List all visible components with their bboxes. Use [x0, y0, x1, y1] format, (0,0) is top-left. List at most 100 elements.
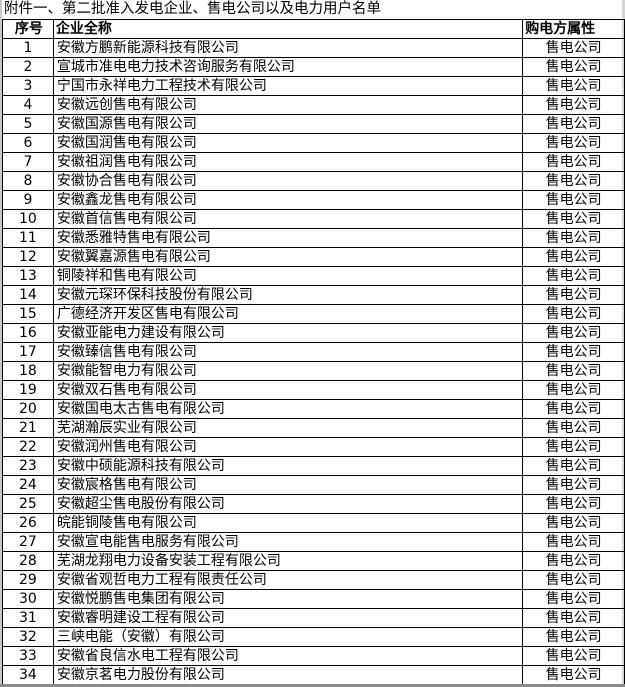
- buyer-attribute[interactable]: 售电公司: [522, 494, 625, 514]
- row-index[interactable]: 17: [2, 342, 54, 362]
- company-name[interactable]: 安徽臻信售电有限公司: [52, 342, 524, 362]
- company-name[interactable]: 安徽润州售电有限公司: [52, 437, 524, 457]
- buyer-attribute[interactable]: 售电公司: [522, 95, 625, 115]
- company-name[interactable]: 安徽方鹏新能源科技有限公司: [52, 38, 524, 58]
- company-name[interactable]: 安徽省良信水电工程有限公司: [52, 646, 524, 666]
- company-name[interactable]: 铜陵祥和售电有限公司: [52, 266, 524, 286]
- row-index[interactable]: 19: [2, 380, 54, 400]
- company-name[interactable]: 安徽鑫龙售电有限公司: [52, 190, 524, 210]
- buyer-attribute[interactable]: 售电公司: [522, 361, 625, 381]
- buyer-attribute[interactable]: 售电公司: [522, 513, 625, 533]
- buyer-attribute[interactable]: 售电公司: [522, 418, 625, 438]
- buyer-attribute[interactable]: 售电公司: [522, 589, 625, 609]
- buyer-attribute[interactable]: 售电公司: [522, 627, 625, 647]
- row-index[interactable]: 6: [2, 133, 54, 153]
- row-index[interactable]: 18: [2, 361, 54, 381]
- company-name[interactable]: 安徽祖润售电有限公司: [52, 152, 524, 172]
- row-index[interactable]: 20: [2, 399, 54, 419]
- company-name[interactable]: 安徽国源售电有限公司: [52, 114, 524, 134]
- row-index[interactable]: 21: [2, 418, 54, 438]
- buyer-attribute[interactable]: 售电公司: [522, 152, 625, 172]
- company-name[interactable]: 安徽翼嘉源售电有限公司: [52, 247, 524, 267]
- buyer-attribute[interactable]: 售电公司: [522, 266, 625, 286]
- buyer-attribute[interactable]: 售电公司: [522, 76, 625, 96]
- buyer-attribute[interactable]: 售电公司: [522, 38, 625, 58]
- buyer-attribute[interactable]: 售电公司: [522, 608, 625, 628]
- row-index[interactable]: 27: [2, 532, 54, 552]
- buyer-attribute[interactable]: 售电公司: [522, 190, 625, 210]
- buyer-attribute[interactable]: 售电公司: [522, 475, 625, 495]
- buyer-attribute[interactable]: 售电公司: [522, 532, 625, 552]
- buyer-attribute[interactable]: 售电公司: [522, 209, 625, 229]
- company-name[interactable]: 安徽超尘售电股份有限公司: [52, 494, 524, 514]
- company-name[interactable]: 芜湖龙翔电力设备安装工程有限公司: [52, 551, 524, 571]
- company-name[interactable]: 三峡电能（安徽）有限公司: [52, 627, 524, 647]
- row-index[interactable]: 3: [2, 76, 54, 96]
- company-name[interactable]: 宣城市准电电力技术咨询服务有限公司: [52, 57, 524, 77]
- company-name[interactable]: 安徽京茗电力股份有限公司: [52, 665, 524, 685]
- row-index[interactable]: 31: [2, 608, 54, 628]
- company-name[interactable]: 皖能铜陵售电有限公司: [52, 513, 524, 533]
- row-index[interactable]: 30: [2, 589, 54, 609]
- buyer-attribute[interactable]: 售电公司: [522, 380, 625, 400]
- row-index[interactable]: 28: [2, 551, 54, 571]
- company-name[interactable]: 芜湖瀚辰实业有限公司: [52, 418, 524, 438]
- company-name[interactable]: 安徽宸格售电有限公司: [52, 475, 524, 495]
- row-index[interactable]: 29: [2, 570, 54, 590]
- buyer-attribute[interactable]: 售电公司: [522, 456, 625, 476]
- company-name[interactable]: 安徽宣电能售电服务有限公司: [52, 532, 524, 552]
- row-index[interactable]: 4: [2, 95, 54, 115]
- buyer-attribute[interactable]: 售电公司: [522, 570, 625, 590]
- buyer-attribute[interactable]: 售电公司: [522, 665, 625, 685]
- row-index[interactable]: 15: [2, 304, 54, 324]
- company-name[interactable]: 安徽元琛环保科技股份有限公司: [52, 285, 524, 305]
- row-index[interactable]: 9: [2, 190, 54, 210]
- company-name[interactable]: 安徽中硕能源科技有限公司: [52, 456, 524, 476]
- row-index[interactable]: 13: [2, 266, 54, 286]
- company-name[interactable]: 安徽协合售电有限公司: [52, 171, 524, 191]
- row-index[interactable]: 33: [2, 646, 54, 666]
- company-name[interactable]: 安徽首信售电有限公司: [52, 209, 524, 229]
- company-name[interactable]: 安徽远创售电有限公司: [52, 95, 524, 115]
- row-index[interactable]: 22: [2, 437, 54, 457]
- row-index[interactable]: 11: [2, 228, 54, 248]
- row-index[interactable]: 10: [2, 209, 54, 229]
- buyer-attribute[interactable]: 售电公司: [522, 114, 625, 134]
- row-index[interactable]: 2: [2, 57, 54, 77]
- buyer-attribute[interactable]: 售电公司: [522, 171, 625, 191]
- row-index[interactable]: 12: [2, 247, 54, 267]
- row-index[interactable]: 8: [2, 171, 54, 191]
- row-index[interactable]: 14: [2, 285, 54, 305]
- company-name[interactable]: 安徽睿明建设工程有限公司: [52, 608, 524, 628]
- buyer-attribute[interactable]: 售电公司: [522, 399, 625, 419]
- buyer-attribute[interactable]: 售电公司: [522, 247, 625, 267]
- company-name[interactable]: 安徽悦鹏售电集团有限公司: [52, 589, 524, 609]
- buyer-attribute[interactable]: 售电公司: [522, 323, 625, 343]
- row-index[interactable]: 25: [2, 494, 54, 514]
- company-name[interactable]: 宁国市永祥电力工程技术有限公司: [52, 76, 524, 96]
- row-index[interactable]: 26: [2, 513, 54, 533]
- row-index[interactable]: 1: [2, 38, 54, 58]
- buyer-attribute[interactable]: 售电公司: [522, 57, 625, 77]
- row-index[interactable]: 7: [2, 152, 54, 172]
- row-index[interactable]: 5: [2, 114, 54, 134]
- company-name[interactable]: 安徽亚能电力建设有限公司: [52, 323, 524, 343]
- company-name[interactable]: 安徽能智电力有限公司: [52, 361, 524, 381]
- company-name[interactable]: 安徽国润售电有限公司: [52, 133, 524, 153]
- buyer-attribute[interactable]: 售电公司: [522, 551, 625, 571]
- company-name[interactable]: 安徽双石售电有限公司: [52, 380, 524, 400]
- row-index[interactable]: 34: [2, 665, 54, 685]
- company-name[interactable]: 安徽国电太古售电有限公司: [52, 399, 524, 419]
- row-index[interactable]: 24: [2, 475, 54, 495]
- row-index[interactable]: 16: [2, 323, 54, 343]
- buyer-attribute[interactable]: 售电公司: [522, 646, 625, 666]
- company-name[interactable]: 广德经济开发区售电有限公司: [52, 304, 524, 324]
- company-name[interactable]: 安徽悉雅特售电有限公司: [52, 228, 524, 248]
- buyer-attribute[interactable]: 售电公司: [522, 304, 625, 324]
- buyer-attribute[interactable]: 售电公司: [522, 228, 625, 248]
- buyer-attribute[interactable]: 售电公司: [522, 342, 625, 362]
- row-index[interactable]: 32: [2, 627, 54, 647]
- buyer-attribute[interactable]: 售电公司: [522, 437, 625, 457]
- buyer-attribute[interactable]: 售电公司: [522, 133, 625, 153]
- buyer-attribute[interactable]: 售电公司: [522, 285, 625, 305]
